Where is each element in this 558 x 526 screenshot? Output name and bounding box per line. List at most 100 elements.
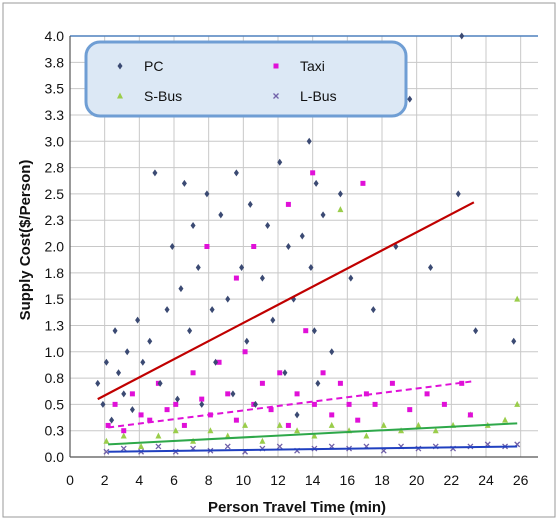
y-tick-label: 2.0 [45, 239, 65, 255]
point-taxi [407, 407, 413, 413]
point-pc [187, 327, 193, 335]
point-s-bus [502, 416, 509, 423]
point-pc [213, 358, 219, 366]
series-layer [95, 32, 521, 455]
point-s-bus [138, 442, 145, 449]
legend-label: L-Bus [300, 88, 337, 104]
point-taxi [459, 380, 465, 386]
point-pc [181, 179, 187, 187]
point-s-bus [514, 400, 521, 407]
point-pc [329, 348, 335, 356]
point-pc [337, 190, 343, 198]
point-pc [277, 158, 283, 166]
series-pc [95, 32, 517, 424]
point-s-bus [120, 432, 127, 439]
point-pc [511, 337, 517, 345]
x-tick-label: 14 [305, 472, 321, 488]
x-tick-label: 10 [236, 472, 252, 488]
y-tick-label: 4.0 [45, 28, 65, 44]
point-taxi [173, 401, 179, 407]
x-tick-label: 24 [478, 472, 494, 488]
point-pc [299, 232, 305, 240]
y-tick-label: 1.0 [45, 344, 65, 360]
legend-label: PC [144, 58, 163, 74]
point-pc [100, 400, 106, 408]
legend-item-taxi: Taxi [273, 58, 325, 74]
point-taxi [294, 391, 300, 397]
point-s-bus [311, 432, 318, 439]
y-tick-label: 3.5 [45, 81, 65, 97]
point-taxi [337, 380, 343, 386]
point-l-bus [224, 443, 231, 450]
y-tick-label: 0.0 [45, 449, 65, 465]
x-tick-label: 2 [101, 472, 109, 488]
point-pc [370, 306, 376, 314]
point-taxi [285, 422, 291, 428]
point-taxi [199, 396, 205, 402]
trendline-pc [97, 201, 475, 401]
point-pc [311, 327, 317, 335]
point-taxi [285, 201, 291, 207]
point-pc [157, 379, 163, 387]
point-l-bus [155, 443, 162, 450]
point-taxi [360, 180, 366, 186]
point-pc [270, 316, 276, 324]
legend-box [84, 40, 408, 118]
y-tick-label: 1.8 [45, 265, 65, 281]
point-pc [252, 400, 258, 408]
point-taxi [121, 428, 127, 434]
point-pc [124, 348, 130, 356]
point-taxi [129, 391, 135, 397]
point-s-bus [294, 427, 301, 434]
point-s-bus [172, 427, 179, 434]
point-pc [199, 400, 205, 408]
point-taxi [216, 359, 222, 365]
legend: PC Taxi S-Bus L-Bus [84, 40, 408, 118]
legend-label: Taxi [300, 58, 325, 74]
point-taxi [259, 380, 265, 386]
point-pc [178, 285, 184, 293]
point-pc [204, 190, 210, 198]
point-pc [282, 369, 288, 377]
point-pc [109, 416, 115, 424]
y-tick-label: 3.0 [45, 133, 65, 149]
point-pc [265, 221, 271, 229]
point-pc [308, 264, 314, 272]
point-s-bus [328, 421, 335, 428]
point-pc [209, 306, 215, 314]
y-tick-label: 2.5 [45, 186, 65, 202]
point-taxi [441, 401, 447, 407]
legend-marker-l-bus [273, 93, 279, 99]
point-pc [407, 95, 413, 103]
point-pc [129, 406, 135, 414]
y-tick-label: 0.3 [45, 423, 65, 439]
point-s-bus [207, 427, 214, 434]
series-taxi [105, 170, 473, 434]
x-axis-label: Person Travel Time (min) [208, 499, 386, 516]
legend-marker-pc [117, 62, 123, 70]
point-taxi [355, 417, 361, 423]
x-tick-label: 12 [270, 472, 286, 488]
point-s-bus [363, 432, 370, 439]
legend-label: S-Bus [144, 88, 182, 104]
legend-item-s-bus: S-Bus [117, 88, 182, 104]
legend-marker-taxi [273, 63, 279, 69]
point-taxi [329, 412, 335, 418]
point-s-bus [415, 421, 422, 428]
point-taxi [204, 244, 210, 249]
y-tick-label: 3.3 [45, 107, 65, 123]
point-taxi [424, 391, 430, 397]
point-pc [313, 179, 319, 187]
point-taxi [346, 401, 352, 407]
x-tick-label: 4 [135, 472, 143, 488]
series-s-bus [103, 206, 521, 449]
point-s-bus [259, 437, 266, 444]
point-l-bus [120, 445, 127, 452]
point-pc [294, 411, 300, 419]
point-pc [428, 264, 434, 272]
point-l-bus [276, 443, 283, 450]
y-axis-label: Supply Cost($/Person) [17, 160, 34, 321]
point-s-bus [514, 295, 521, 302]
point-taxi [310, 170, 316, 176]
